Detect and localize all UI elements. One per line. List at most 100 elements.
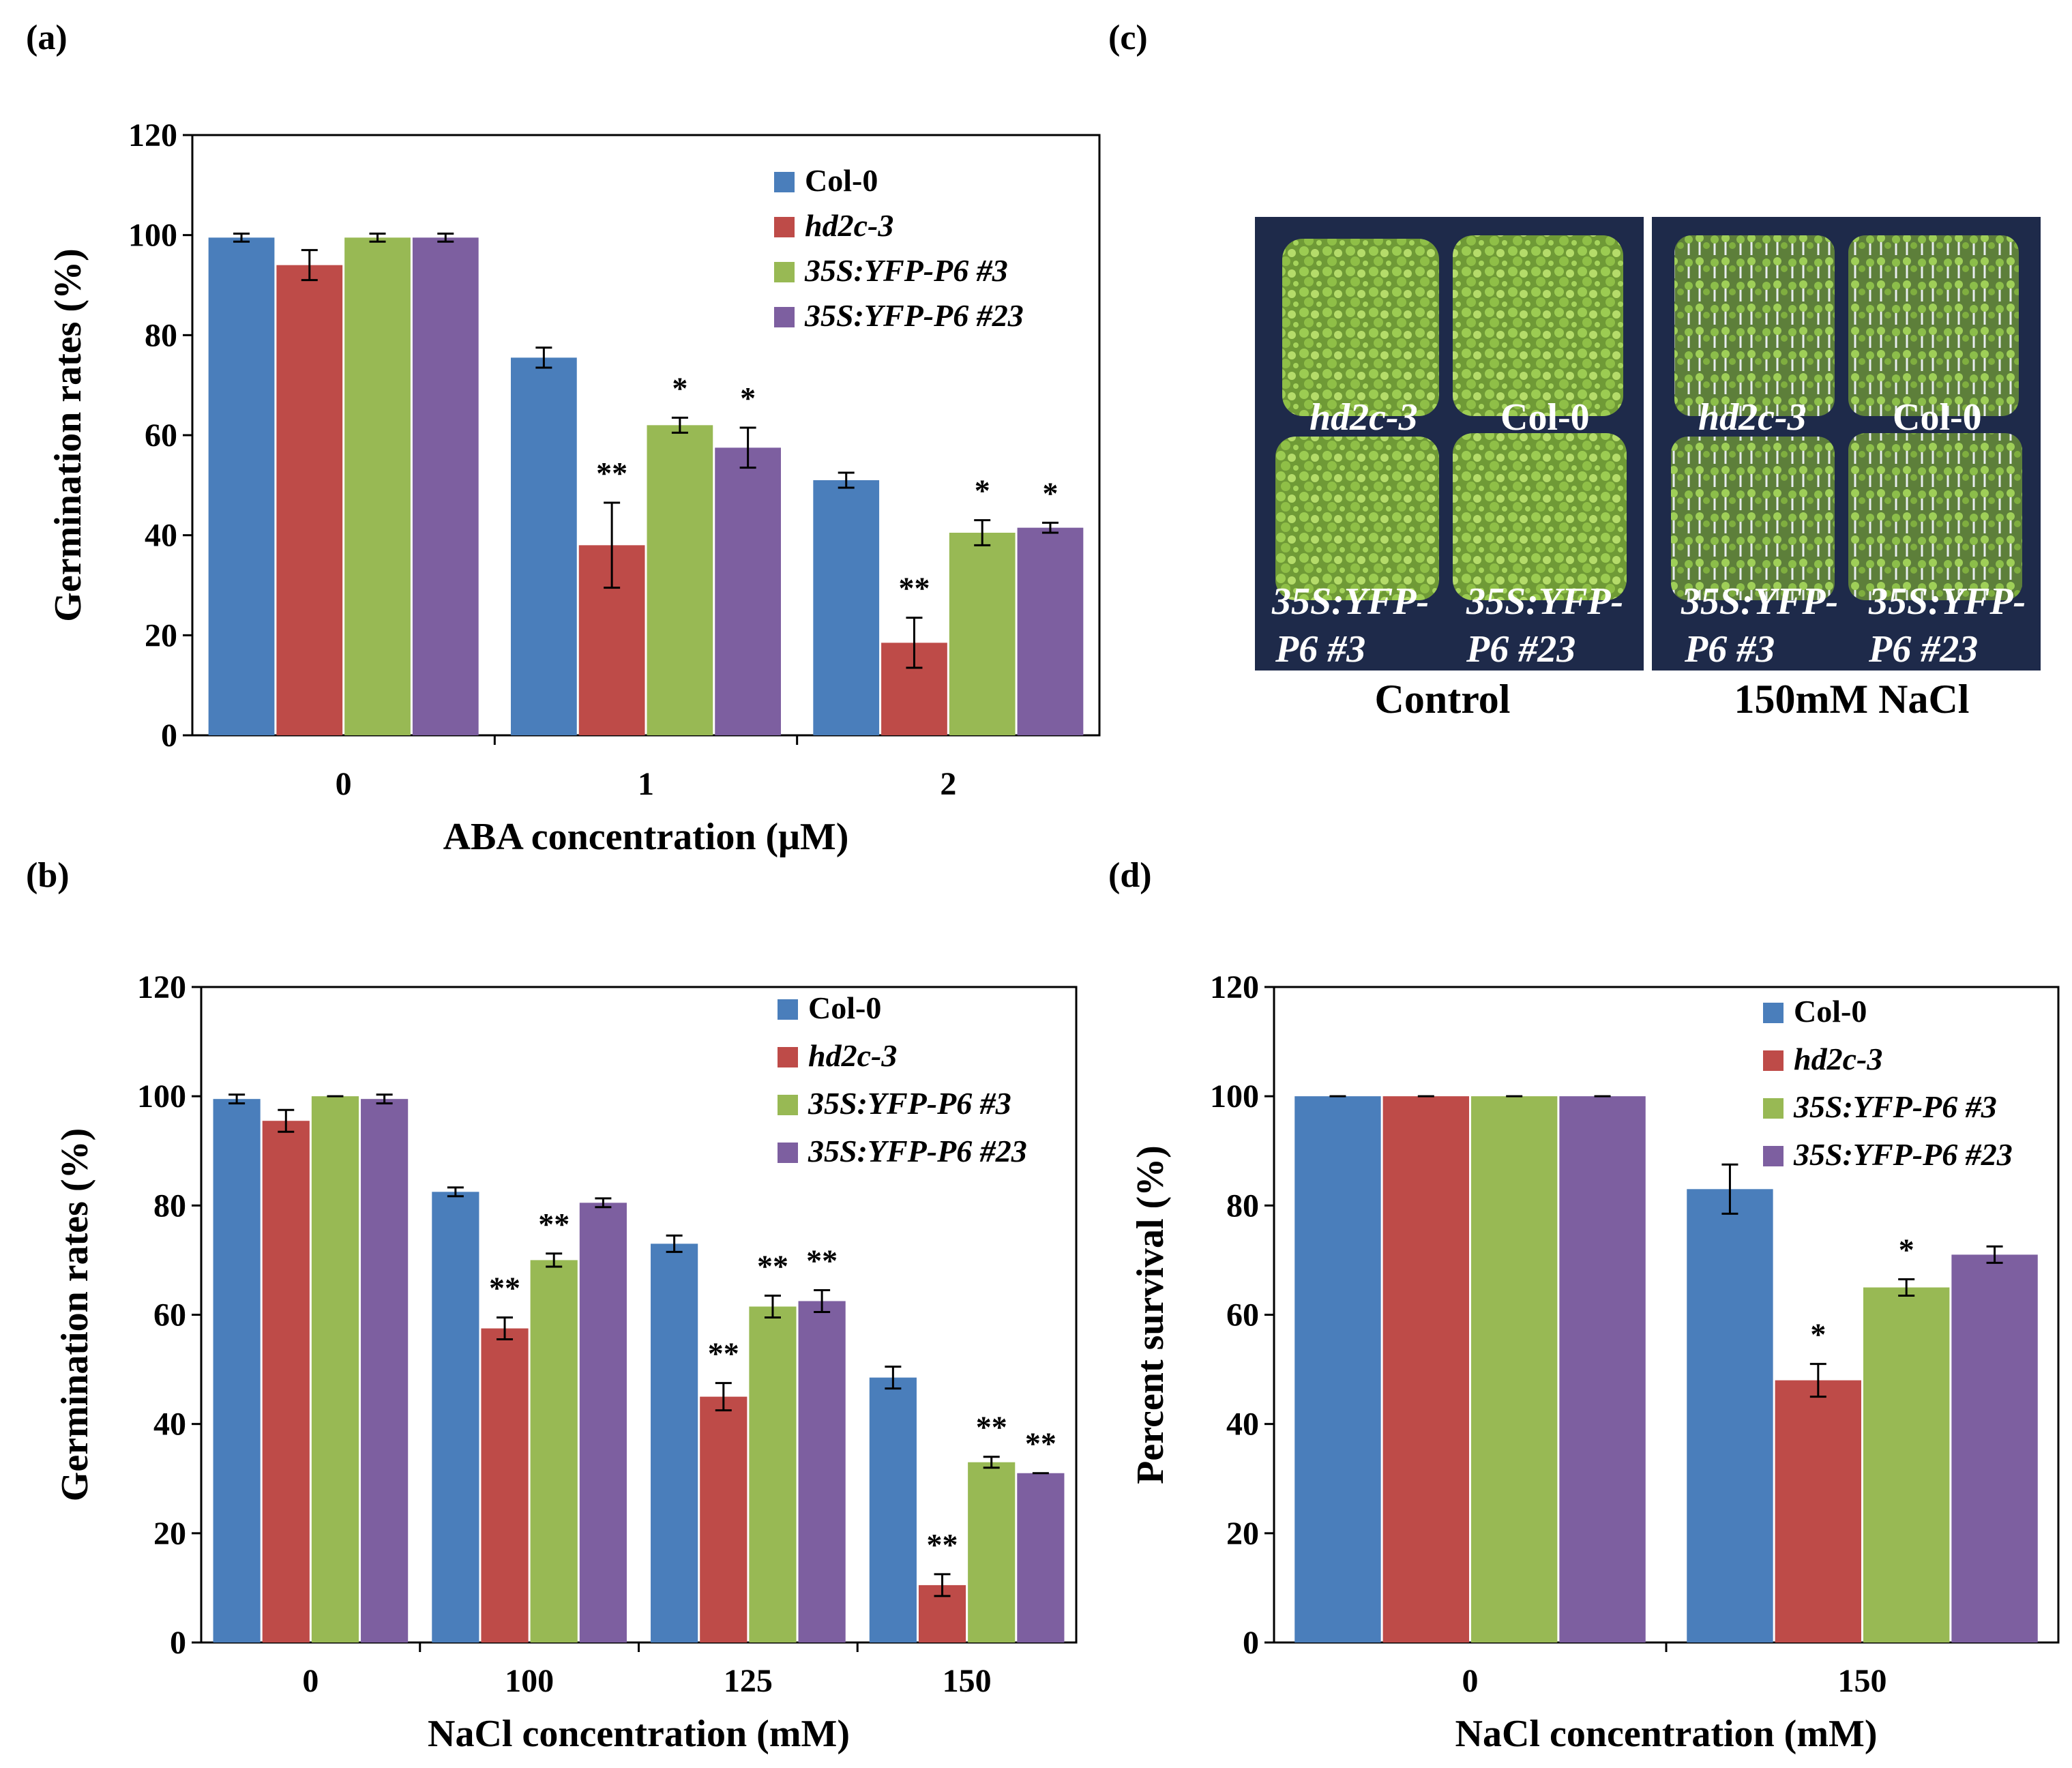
control-seedlings-p6-3: [1275, 437, 1439, 600]
bar: [749, 1306, 797, 1642]
y-tick-label: 80: [1226, 1188, 1259, 1224]
x-tick-label: 100: [505, 1663, 554, 1699]
nacl-label-p6-3-line1: 35S:YFP-: [1681, 580, 1838, 623]
control-label-col: Col-0: [1500, 396, 1590, 439]
bar: [647, 425, 713, 735]
y-tick-label: 120: [1210, 969, 1259, 1005]
legend-label: 35S:YFP-P6 #3: [808, 1086, 1011, 1121]
bar: [361, 1099, 409, 1642]
legend-swatch: [778, 1047, 798, 1067]
bar: [1017, 527, 1084, 735]
panel-label-a: (a): [26, 18, 68, 57]
legend-swatch: [1763, 1098, 1784, 1119]
legend-swatch: [778, 1095, 798, 1115]
legend-label: hd2c-3: [808, 1038, 897, 1073]
panel-label-c: (c): [1108, 18, 1148, 57]
seedling-photo: hd2c-3 Col-0 35S:YFP- P6 #3 35S:YFP- P6 …: [1255, 217, 2041, 722]
y-tick-label: 60: [145, 417, 177, 454]
legend-swatch: [774, 307, 795, 327]
bar: [1775, 1380, 1861, 1642]
legend-label: hd2c-3: [805, 208, 893, 243]
significance-label: **: [806, 1243, 838, 1278]
bar: [208, 237, 275, 735]
y-tick-label: 120: [128, 117, 177, 153]
y-tick-label: 20: [1226, 1516, 1259, 1552]
bar: [1294, 1096, 1381, 1642]
y-axis-label: Germination rates (%): [47, 248, 89, 621]
x-tick-label: 0: [302, 1663, 319, 1699]
bar: [715, 447, 781, 735]
chart-b: 0 20 40 60 80 100 120 0 ** ** 100 ** ** ** 125 ** ** ** 15…: [54, 969, 1078, 1755]
panel-label-d: (d): [1108, 856, 1152, 895]
bar: [813, 480, 880, 735]
significance-label: **: [898, 571, 930, 606]
legend-label: 35S:YFP-P6 #23: [1793, 1137, 2013, 1172]
control-label-p6-3-line1: 35S:YFP-: [1271, 580, 1429, 623]
bar: [344, 237, 411, 735]
control-label-p6-3-line2: P6 #3: [1275, 628, 1365, 671]
nacl-label-p6-23-line1: 35S:YFP-: [1868, 580, 2026, 623]
bar: [262, 1121, 310, 1642]
legend-label: 35S:YFP-P6 #3: [1793, 1089, 1997, 1124]
x-tick-label: 1: [638, 766, 654, 802]
y-tick-label: 60: [153, 1297, 186, 1334]
bar: [1951, 1254, 2038, 1642]
control-label-p6-23-line1: 35S:YFP-: [1466, 580, 1623, 623]
control-seedlings-p6-23: [1453, 433, 1627, 600]
significance-label: **: [708, 1336, 739, 1371]
bar: [481, 1328, 529, 1642]
legend-label: Col-0: [808, 990, 881, 1025]
y-tick-label: 100: [128, 218, 177, 254]
photo-caption-control: Control: [1375, 677, 1511, 722]
x-tick-label: 0: [1462, 1663, 1479, 1699]
chart-d: 0 20 40 60 80 100 120 0 * * 150 NaCl concentration …: [1129, 969, 2060, 1755]
significance-label: **: [538, 1207, 569, 1241]
nacl-seedlings-col: [1848, 235, 2019, 416]
legend-label: 35S:YFP-P6 #23: [808, 1134, 1027, 1168]
y-tick-label: 40: [145, 518, 177, 554]
bar: [798, 1301, 846, 1642]
significance-label: **: [757, 1248, 788, 1283]
legend-swatch: [1763, 1003, 1784, 1023]
control-seedlings-col: [1453, 235, 1623, 416]
legend-swatch: [1763, 1050, 1784, 1071]
bar: [530, 1260, 578, 1642]
bar: [213, 1099, 261, 1642]
y-tick-label: 100: [1210, 1078, 1259, 1115]
y-tick-label: 0: [161, 718, 177, 754]
legend-label: Col-0: [1794, 994, 1867, 1029]
y-tick-label: 40: [153, 1406, 186, 1443]
x-tick-label: 150: [1838, 1663, 1887, 1699]
bar: [1017, 1473, 1065, 1642]
control-label-hd2c: hd2c-3: [1309, 396, 1418, 439]
nacl-label-col: Col-0: [1893, 396, 1982, 439]
y-tick-label: 20: [153, 1516, 186, 1552]
x-tick-label: 2: [940, 766, 956, 802]
bar: [1382, 1096, 1469, 1642]
y-tick-label: 120: [137, 969, 186, 1005]
bar: [968, 1462, 1016, 1642]
nacl-label-p6-3-line2: P6 #3: [1684, 628, 1775, 671]
control-label-p6-23-line2: P6 #23: [1466, 628, 1575, 671]
x-axis-label: NaCl concentration (mM): [428, 1713, 850, 1755]
bar: [1471, 1096, 1558, 1642]
bar: [869, 1377, 917, 1642]
bar: [579, 1203, 627, 1642]
x-axis-label: NaCl concentration (mM): [1455, 1713, 1878, 1755]
significance-label: **: [976, 1410, 1007, 1445]
bar: [511, 357, 577, 735]
legend-label: 35S:YFP-P6 #3: [804, 253, 1008, 288]
legend-label: 35S:YFP-P6 #23: [804, 298, 1024, 333]
y-tick-label: 20: [145, 617, 177, 653]
control-seedlings-hd2c: [1282, 239, 1439, 416]
x-axis-label: ABA concentration (μM): [443, 816, 849, 858]
bar: [1863, 1287, 1950, 1642]
legend-swatch: [774, 172, 795, 192]
significance-label: **: [596, 456, 627, 490]
bar: [276, 265, 343, 736]
panel-label-b: (b): [26, 856, 70, 895]
y-tick-label: 80: [153, 1188, 186, 1224]
y-axis-label: Percent survival (%): [1129, 1145, 1172, 1484]
